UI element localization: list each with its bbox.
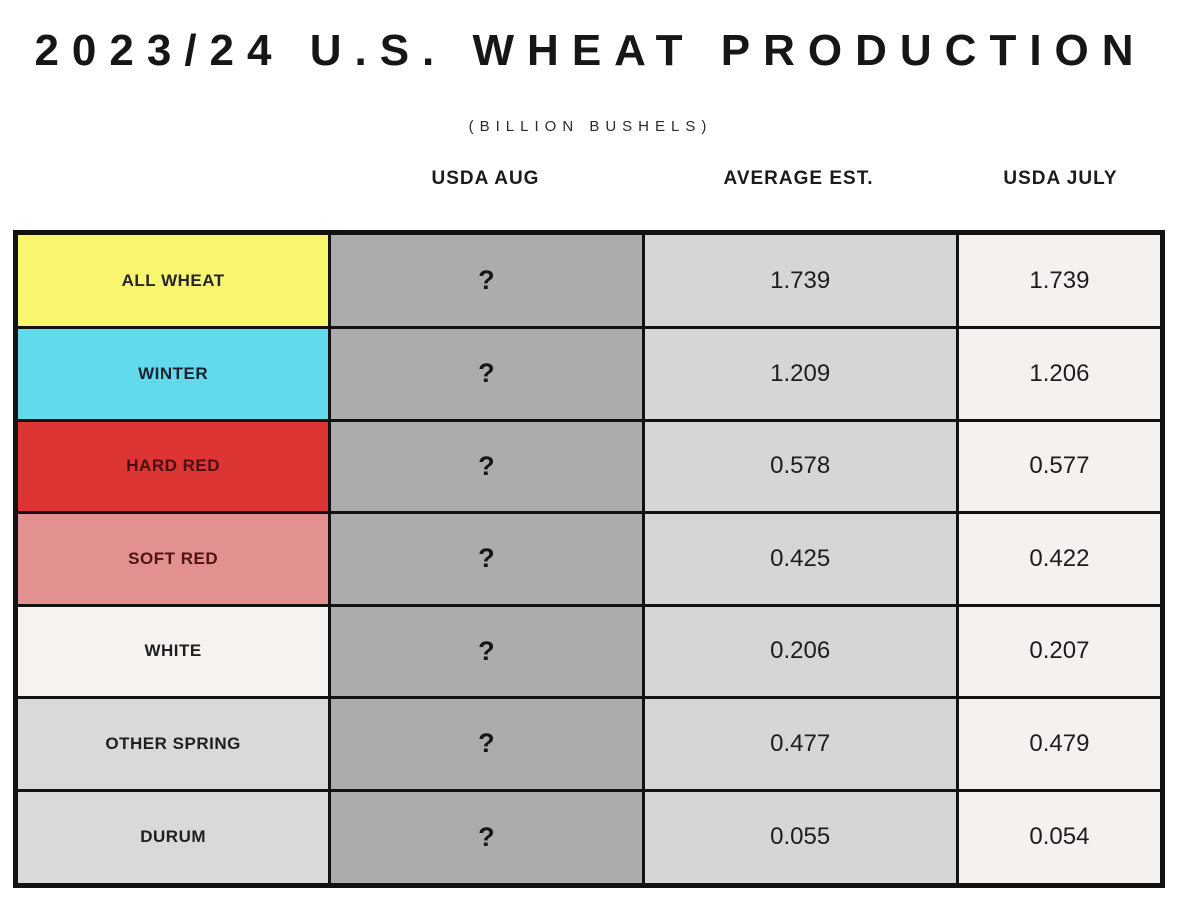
page-title: 2023/24 U.S. WHEAT PRODUCTION: [34, 26, 1147, 75]
cell-usda-july-white: 0.207: [955, 603, 1165, 700]
cell-usda-aug-durum: ?: [328, 788, 645, 888]
table-row-soft-red: SOFT RED ? 0.425 0.422: [13, 511, 1165, 607]
table-row-other-spring: OTHER SPRING ? 0.477 0.479: [13, 696, 1165, 792]
cell-usda-aug-hard-red: ?: [328, 418, 645, 515]
table-row-white: WHITE ? 0.206 0.207: [13, 603, 1165, 700]
row-label-other-spring: OTHER SPRING: [13, 696, 332, 792]
cell-average-est-all-wheat: 1.739: [641, 230, 959, 330]
cell-average-est-durum: 0.055: [641, 788, 959, 888]
table-row-durum: DURUM ? 0.055 0.054: [13, 788, 1165, 888]
cell-usda-july-winter: 1.206: [955, 326, 1165, 422]
row-label-soft-red: SOFT RED: [13, 511, 332, 607]
cell-average-est-white: 0.206: [641, 603, 959, 700]
table-row-hard-red: HARD RED ? 0.578 0.577: [13, 418, 1165, 515]
row-label-hard-red: HARD RED: [13, 418, 332, 515]
table-row-winter: WINTER ? 1.209 1.206: [13, 326, 1165, 422]
row-label-durum: DURUM: [13, 788, 332, 888]
cell-average-est-winter: 1.209: [641, 326, 959, 422]
row-label-winter: WINTER: [13, 326, 332, 422]
cell-usda-july-durum: 0.054: [955, 788, 1165, 888]
column-header-usda-aug: USDA AUG: [431, 168, 540, 189]
cell-usda-july-hard-red: 0.577: [955, 418, 1165, 515]
table-row-all-wheat: ALL WHEAT ? 1.739 1.739: [13, 230, 1165, 330]
cell-usda-aug-white: ?: [328, 603, 645, 700]
cell-usda-aug-soft-red: ?: [328, 511, 645, 607]
row-label-white: WHITE: [13, 603, 332, 700]
page-subtitle: (BILLION BUSHELS): [468, 118, 713, 135]
row-label-all-wheat: ALL WHEAT: [13, 230, 332, 330]
cell-usda-july-other-spring: 0.479: [955, 696, 1165, 792]
cell-average-est-hard-red: 0.578: [641, 418, 959, 515]
cell-usda-aug-all-wheat: ?: [328, 230, 645, 330]
cell-average-est-other-spring: 0.477: [641, 696, 959, 792]
cell-usda-july-all-wheat: 1.739: [955, 230, 1165, 330]
cell-usda-july-soft-red: 0.422: [955, 511, 1165, 607]
column-header-spacer: [13, 168, 330, 190]
column-headers: USDA AUG AVERAGE EST. USDA JULY: [13, 168, 1165, 190]
wheat-production-table: ALL WHEAT ? 1.739 1.739 WINTER ? 1.209 1…: [13, 230, 1165, 888]
cell-usda-aug-winter: ?: [328, 326, 645, 422]
column-header-usda-july: USDA JULY: [1003, 168, 1118, 189]
cell-usda-aug-other-spring: ?: [328, 696, 645, 792]
cell-average-est-soft-red: 0.425: [641, 511, 959, 607]
column-header-average-est: AVERAGE EST.: [723, 168, 874, 189]
